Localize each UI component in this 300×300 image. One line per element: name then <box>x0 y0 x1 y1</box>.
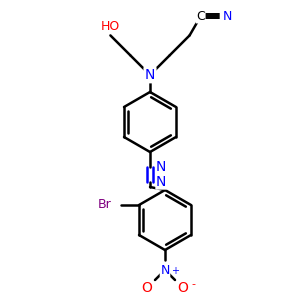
Text: N: N <box>223 10 232 23</box>
Text: +: + <box>171 266 179 276</box>
Text: N: N <box>145 68 155 82</box>
Text: O: O <box>142 281 152 295</box>
Text: C: C <box>196 10 205 23</box>
Text: N: N <box>160 263 170 277</box>
Text: HO: HO <box>101 20 120 33</box>
Text: -: - <box>191 279 195 289</box>
Text: N: N <box>156 175 166 189</box>
Text: N: N <box>156 160 166 174</box>
Text: O: O <box>178 281 188 295</box>
Text: Br: Br <box>97 199 111 212</box>
